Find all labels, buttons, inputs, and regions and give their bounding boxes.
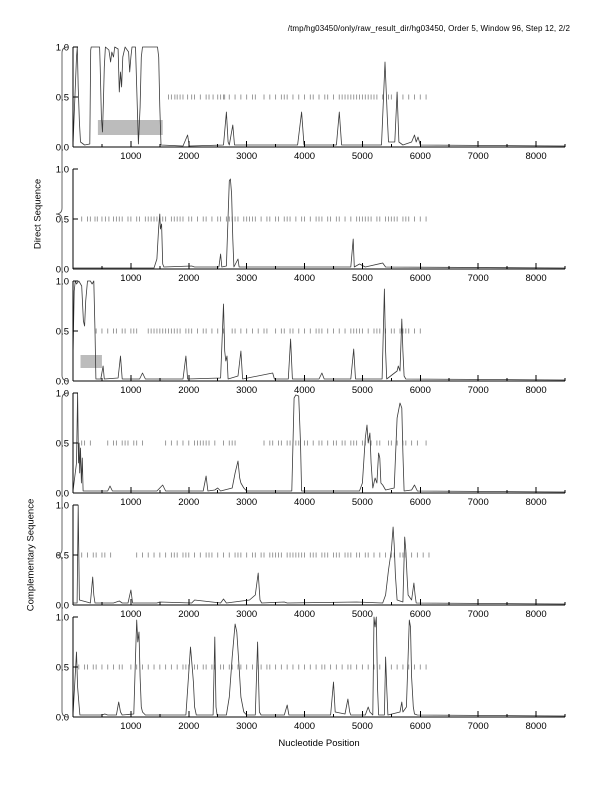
x-tick-label: 2000	[178, 385, 199, 396]
x-tick-label: 4000	[294, 273, 315, 284]
probability-curve	[72, 616, 566, 717]
x-tick-label: 2000	[178, 721, 199, 732]
x-tick-label: 1000	[120, 273, 141, 284]
x-tick-label: 6000	[410, 497, 431, 508]
codon-marks	[95, 328, 421, 334]
panel-axes	[72, 168, 566, 270]
x-tick-label: 7000	[468, 609, 489, 620]
x-tick-label: 5000	[352, 273, 373, 284]
x-tick-label: 5000	[352, 151, 373, 162]
probability-curve	[72, 392, 566, 493]
y-tick-label: 0.5	[56, 551, 69, 562]
x-tick-label: 1000	[120, 497, 141, 508]
panel-axes	[72, 46, 566, 148]
x-tick-label: 1000	[120, 151, 141, 162]
x-tick-label: 6000	[410, 151, 431, 162]
y-tick-label: 1.0	[56, 43, 69, 54]
x-tick-label: 5000	[352, 609, 373, 620]
x-tick-label: 2000	[178, 497, 199, 508]
x-tick-label: 7000	[468, 151, 489, 162]
x-tick-label: 8000	[525, 609, 546, 620]
prediction-region	[80, 355, 102, 368]
probability-curve	[72, 46, 566, 147]
x-tick-label: 3000	[236, 385, 257, 396]
codon-marks	[168, 94, 427, 100]
x-tick-label: 2000	[178, 151, 199, 162]
x-tick-label: 6000	[410, 273, 431, 284]
x-tick-label: 6000	[410, 385, 431, 396]
x-tick-label: 8000	[525, 721, 546, 732]
x-tick-label: 5000	[352, 385, 373, 396]
x-tick-label: 4000	[294, 385, 315, 396]
x-tick-label: 7000	[468, 497, 489, 508]
x-tick-label: 5000	[352, 721, 373, 732]
x-tick-label: 4000	[294, 497, 315, 508]
codon-marks	[78, 664, 427, 670]
y-tick-label: 0.0	[56, 377, 69, 388]
x-tick-label: 6000	[410, 609, 431, 620]
panel-axes	[72, 280, 566, 382]
x-tick-label: 6000	[410, 721, 431, 732]
y-tick-label: 0.0	[56, 713, 69, 724]
x-axis-label: Nucleotide Position	[278, 738, 360, 749]
panel-axes	[72, 392, 566, 494]
x-tick-label: 8000	[525, 273, 546, 284]
direct-sequence-brace	[55, 46, 69, 382]
x-tick-label: 8000	[525, 151, 546, 162]
x-tick-label: 7000	[468, 721, 489, 732]
panel-axes	[72, 616, 566, 718]
x-tick-label: 3000	[236, 609, 257, 620]
x-tick-label: 4000	[294, 151, 315, 162]
codon-marks	[81, 552, 430, 558]
plot-title: /tmp/hg03450/only/raw_result_dir/hg03450…	[287, 24, 570, 33]
complementary-sequence-brace	[55, 392, 69, 718]
y-tick-label: 1.0	[56, 389, 69, 400]
x-tick-label: 2000	[178, 273, 199, 284]
x-tick-label: 3000	[236, 721, 257, 732]
x-tick-label: 2000	[178, 609, 199, 620]
x-tick-label: 5000	[352, 497, 373, 508]
panel-axes	[72, 504, 566, 606]
probability-curve	[72, 280, 566, 381]
x-tick-label: 7000	[468, 385, 489, 396]
x-tick-label: 1000	[120, 721, 141, 732]
x-tick-label: 4000	[294, 721, 315, 732]
x-tick-label: 8000	[525, 497, 546, 508]
x-tick-label: 3000	[236, 151, 257, 162]
codon-marks	[81, 216, 427, 222]
prediction-region	[97, 120, 163, 135]
x-tick-label: 1000	[120, 385, 141, 396]
x-tick-label: 7000	[468, 273, 489, 284]
probability-curve	[73, 504, 566, 605]
x-tick-label: 8000	[525, 385, 546, 396]
x-tick-label: 3000	[236, 497, 257, 508]
probability-curve	[73, 178, 566, 269]
codon-marks	[81, 440, 427, 446]
x-tick-label: 1000	[120, 609, 141, 620]
x-tick-label: 3000	[236, 273, 257, 284]
x-tick-label: 4000	[294, 609, 315, 620]
